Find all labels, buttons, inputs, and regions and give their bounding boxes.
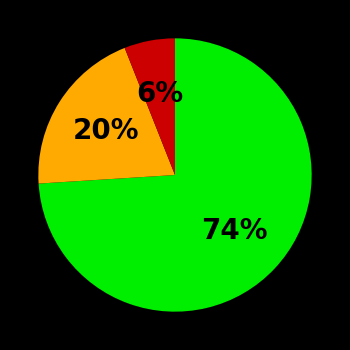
Text: 6%: 6%: [136, 80, 183, 108]
Text: 20%: 20%: [72, 117, 139, 145]
Wedge shape: [125, 38, 175, 175]
Wedge shape: [38, 48, 175, 184]
Text: 74%: 74%: [202, 217, 268, 245]
Wedge shape: [38, 38, 312, 312]
